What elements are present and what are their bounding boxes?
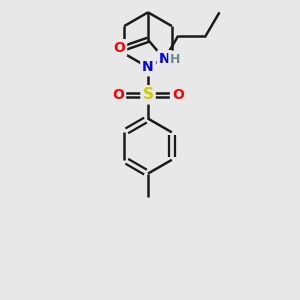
Text: N: N: [159, 52, 170, 66]
Text: O: O: [113, 41, 125, 55]
Text: O: O: [172, 88, 184, 102]
Text: O: O: [112, 88, 124, 102]
Text: N: N: [142, 60, 154, 74]
Text: H: H: [170, 52, 181, 66]
Text: S: S: [142, 87, 154, 102]
